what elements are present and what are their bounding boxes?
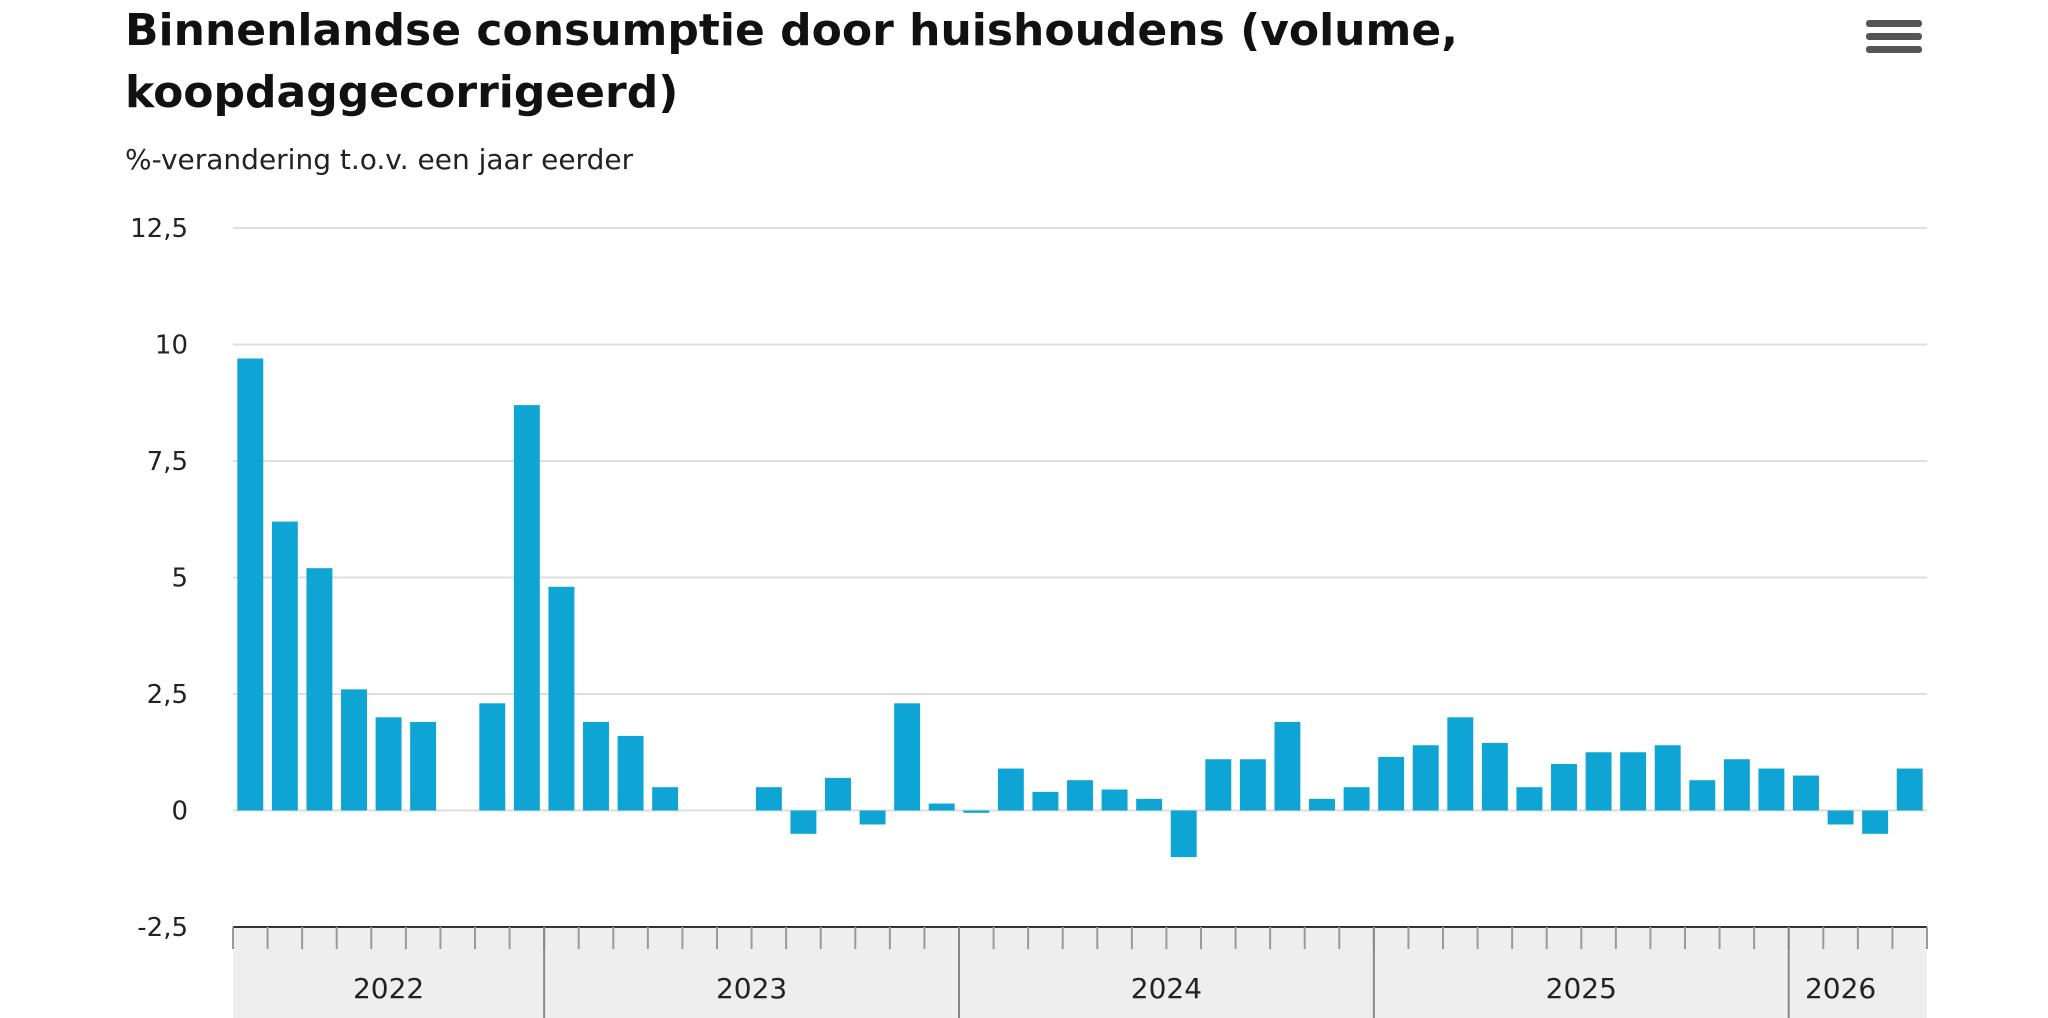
bar [997,768,1024,811]
bar [479,703,506,811]
bar [1896,768,1923,811]
bar [1343,787,1370,811]
bar [1170,810,1197,858]
year-label: 2022 [353,972,424,1005]
bar [237,358,264,811]
y-tick-label: 0 [171,797,188,827]
bar [1758,768,1785,811]
bar [341,689,367,811]
bar [790,810,817,834]
bar [1827,810,1854,825]
bar [894,703,921,811]
y-tick-label: 7,5 [147,447,188,477]
bar [513,405,540,811]
y-tick-label: 2,5 [147,680,188,710]
bar [1274,721,1301,811]
bar [1620,752,1647,811]
y-tick-label: 12,5 [130,214,188,244]
year-label: 2024 [1131,972,1202,1005]
y-tick-label: -2,5 [137,913,188,943]
bar [1862,810,1889,834]
y-tick-label: 5 [171,564,188,594]
bar [859,810,886,825]
bar [1067,780,1093,811]
bar [548,586,575,811]
bar [617,735,644,811]
chart-subtitle: %-verandering t.o.v. een jaar eerder [125,143,634,176]
bar [306,568,333,811]
year-label: 2026 [1805,972,1876,1005]
bar [1481,742,1508,811]
bar [375,717,402,811]
hamburger-menu-icon[interactable] [1866,20,1922,60]
chart-title: Binnenlandse consumptie door huishoudens… [125,5,1458,118]
menu-line [1866,33,1922,40]
bar [1136,798,1163,811]
bar [1239,759,1266,811]
bar [1516,787,1543,811]
bar [1309,798,1335,811]
year-label: 2025 [1546,972,1617,1005]
year-label: 2023 [716,972,787,1005]
bar [1447,717,1474,811]
bar [652,787,679,811]
bar [1205,759,1232,811]
bar [1654,745,1681,811]
bar [410,721,437,811]
bar [825,777,851,811]
menu-line [1866,46,1922,53]
bar [1723,759,1750,811]
bar [928,803,955,811]
bar [271,521,298,811]
bar [1689,780,1716,811]
menu-line [1866,20,1922,27]
bar [1101,789,1128,811]
bar [1032,791,1059,811]
bar [1793,775,1819,811]
bar [1412,745,1439,811]
bar [963,810,990,813]
bar [755,787,782,811]
bar [1378,756,1405,811]
bar [583,721,609,811]
bar [1585,752,1612,811]
x-axis-band [233,927,1927,1018]
bar [1551,763,1577,811]
y-tick-label: 10 [155,331,188,361]
